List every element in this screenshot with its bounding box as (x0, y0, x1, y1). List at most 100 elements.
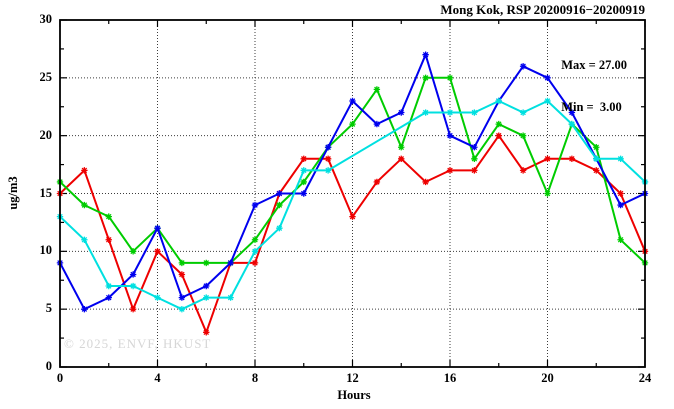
series-cyan-marker-core (82, 238, 86, 242)
series-red-marker-core (619, 192, 623, 195)
series-cyan-marker-core (180, 307, 184, 311)
series-green-marker-core (204, 261, 208, 265)
series-red-marker-core (82, 168, 86, 172)
series-blue-marker-core (204, 284, 208, 288)
y-tick-label: 25 (39, 69, 53, 84)
series-blue-marker-core (180, 296, 184, 300)
series-blue-marker-core (82, 307, 86, 311)
series-green-marker-core (180, 261, 184, 265)
series-cyan-marker-core (107, 284, 111, 288)
series-blue-marker-core (424, 53, 428, 57)
min-label: Min = 3.00 (561, 100, 622, 114)
series-red-marker-core (326, 157, 330, 161)
series-cyan-marker-core (326, 168, 330, 172)
series-cyan-marker-core (204, 296, 208, 300)
y-tick-label: 20 (39, 127, 53, 142)
series-green-marker-core (131, 249, 135, 253)
series-blue-marker-core (521, 64, 525, 68)
series-blue-marker-core (277, 192, 281, 195)
x-tick-label: 8 (251, 371, 259, 385)
series-blue-marker-core (253, 203, 257, 207)
series-blue-marker-core (448, 134, 452, 138)
series-blue-marker-core (107, 296, 111, 300)
series-blue-marker-core (131, 272, 135, 276)
chart-title: Mong Kok, RSP 20200916−20200919 (440, 2, 645, 17)
series-red-marker-core (351, 215, 354, 219)
series-green-marker-core (472, 157, 476, 161)
series-green-marker-core (375, 87, 379, 91)
y-tick-label: 15 (39, 185, 53, 200)
series-blue-marker-core (399, 111, 403, 115)
max-min-annotation: Max = 27.00 Min = 3.00 (561, 30, 627, 142)
series-red-marker-core (546, 157, 549, 161)
series-red-marker-core (131, 307, 135, 311)
y-tick-label: 10 (39, 243, 53, 258)
series-cyan-marker-core (570, 122, 574, 126)
series-green-marker-core (302, 180, 306, 184)
series-blue-marker-core (302, 192, 306, 195)
series-blue-marker-core (570, 111, 574, 115)
series-cyan-marker-core (277, 226, 281, 230)
series-cyan-marker-core (594, 157, 598, 161)
series-green-marker-core (594, 145, 598, 149)
series-cyan-line (59, 100, 646, 311)
series-red-marker-core (180, 272, 184, 276)
series-green-marker-core (497, 122, 501, 126)
series-green-marker-core (546, 192, 549, 195)
series-red-marker-core (521, 168, 525, 172)
series-red-marker-core (204, 330, 208, 334)
series-cyan-marker-core (521, 111, 525, 115)
series-green-marker-core (399, 145, 403, 149)
series-green-marker-core (351, 122, 354, 126)
series-cyan-marker-core (253, 249, 257, 253)
series-red-marker-core (399, 157, 403, 161)
series-green-marker-core (82, 203, 86, 207)
series-green-marker-core (619, 238, 623, 242)
series-cyan-marker-core (448, 111, 452, 115)
series-blue-marker-core (619, 203, 623, 207)
series-cyan-marker-core (472, 111, 476, 115)
series-green-marker-core (448, 76, 452, 80)
series-red-marker-core (156, 249, 159, 253)
series-cyan-marker-core (302, 168, 306, 172)
series-blue-marker-core (229, 261, 233, 265)
series-red-marker-core (424, 180, 428, 184)
series-green-marker-core (424, 76, 428, 80)
series-red-marker-core (472, 168, 476, 172)
series-red-marker-core (570, 157, 574, 161)
series-red-marker-core (448, 168, 452, 172)
series-cyan-marker-core (156, 296, 159, 300)
series-red-marker-core (497, 134, 501, 138)
y-tick-label: 5 (45, 301, 52, 316)
x-tick-label: 12 (346, 371, 359, 385)
series-red-marker-core (594, 168, 598, 172)
series-green-marker-core (521, 134, 525, 138)
series-blue-marker-core (546, 76, 549, 80)
series-red-marker-core (302, 157, 306, 161)
x-axis-label: Hours (337, 388, 371, 402)
series-blue-marker-core (351, 99, 354, 103)
x-tick-label: 24 (638, 371, 652, 385)
series-blue-marker-core (375, 122, 379, 126)
x-tick-label: 20 (541, 371, 554, 385)
series-cyan-marker-core (619, 157, 623, 161)
series-cyan-marker-core (131, 284, 135, 288)
series-red-marker-core (253, 261, 257, 265)
series-green-marker-core (277, 203, 281, 207)
plot-frame (59, 19, 646, 368)
watermark: © 2025, ENVF, HKUST (64, 336, 212, 351)
series-cyan-marker-core (546, 99, 549, 103)
y-tick-label: 30 (39, 12, 53, 26)
series-red-marker-core (375, 180, 379, 184)
series-green-marker-core (253, 238, 257, 242)
series-green-marker-core (107, 215, 111, 219)
series-cyan-marker-core (229, 296, 233, 300)
series-blue-markers (56, 51, 649, 313)
y-tick-label: 0 (45, 359, 52, 373)
series-cyan-marker-core (424, 111, 428, 115)
series-red-marker-core (107, 238, 111, 242)
x-tick-label: 4 (154, 371, 161, 385)
series-blue-marker-core (472, 145, 476, 149)
